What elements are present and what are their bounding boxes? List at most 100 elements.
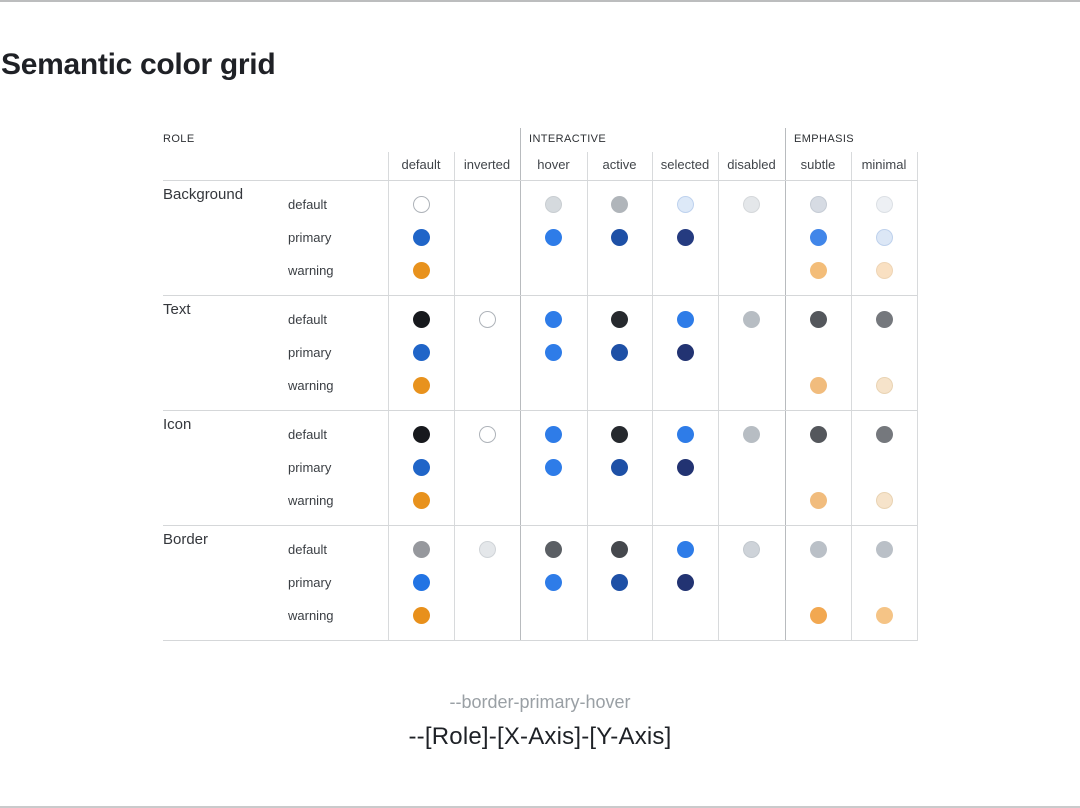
row-separator-line <box>163 525 917 526</box>
column-header-default: default <box>401 157 441 172</box>
dot-text-primary-hover <box>545 344 562 361</box>
dot-text-default-default <box>412 311 430 328</box>
column-header-inverted: inverted <box>463 157 511 172</box>
caption-formula: --[Role]-[X-Axis]-[Y-Axis] <box>408 723 672 750</box>
variant-label-default: default <box>288 197 328 212</box>
variant-label-warning: warning <box>288 263 334 278</box>
dot-icon-default-minimal <box>875 426 893 443</box>
dot-background-primary-default <box>412 229 430 246</box>
dot-background-default-disabled <box>743 196 760 213</box>
dot-border-default-active <box>611 541 628 558</box>
column-header-selected: selected <box>660 157 710 172</box>
dot-background-default-selected <box>676 196 694 213</box>
dot-text-warning-default <box>412 377 430 394</box>
dot-border-primary-active <box>611 574 628 591</box>
dot-background-default-active <box>611 196 628 213</box>
dot-text-primary-default <box>412 344 430 361</box>
column-header-active: active <box>602 157 637 172</box>
dot-text-primary-active <box>611 344 628 361</box>
dot-border-primary-hover <box>545 574 562 591</box>
variant-label-warning: warning <box>288 493 334 508</box>
variant-label-warning: warning <box>288 378 334 393</box>
dot-icon-default-subtle <box>809 426 827 443</box>
column-header-disabled: disabled <box>727 157 776 172</box>
dot-background-default-subtle <box>809 196 827 213</box>
dot-text-warning-subtle <box>809 377 827 394</box>
dot-border-default-subtle <box>809 541 827 558</box>
role-label-icon: Icon <box>163 416 192 433</box>
top-rule <box>0 0 1080 2</box>
row-separator-line <box>163 180 917 181</box>
dot-text-default-inverted <box>478 311 496 328</box>
column-separator-line <box>851 152 852 641</box>
dot-icon-warning-default <box>412 492 430 509</box>
dot-icon-default-disabled <box>743 426 760 443</box>
dot-icon-warning-minimal <box>875 492 893 509</box>
dot-icon-default-inverted <box>478 426 496 443</box>
dot-background-primary-hover <box>545 229 562 246</box>
dot-border-default-minimal <box>875 541 893 558</box>
dot-border-default-default <box>412 541 430 558</box>
group-label-interactive: INTERACTIVE <box>529 133 607 145</box>
column-separator-line <box>718 152 719 641</box>
dot-icon-primary-selected <box>676 459 694 476</box>
dot-icon-default-active <box>611 426 628 443</box>
dot-icon-default-hover <box>545 426 562 443</box>
dot-text-default-subtle <box>809 311 827 328</box>
dot-border-primary-default <box>412 574 430 591</box>
dot-background-primary-minimal <box>875 229 893 246</box>
dot-background-warning-default <box>412 262 430 279</box>
dot-background-warning-minimal <box>875 262 893 279</box>
column-header-minimal: minimal <box>861 157 907 172</box>
column-header-hover: hover <box>537 157 570 172</box>
dot-text-primary-selected <box>676 344 694 361</box>
dot-text-default-hover <box>545 311 562 328</box>
dot-icon-default-default <box>412 426 430 443</box>
dot-icon-primary-active <box>611 459 628 476</box>
column-separator-line <box>388 152 389 641</box>
dot-border-warning-subtle <box>809 607 827 624</box>
dot-border-warning-minimal <box>875 607 893 624</box>
dot-icon-primary-default <box>412 459 430 476</box>
dot-background-default-default <box>412 196 430 213</box>
column-header-subtle: subtle <box>800 157 836 172</box>
dot-background-primary-active <box>611 229 628 246</box>
dot-text-default-active <box>611 311 628 328</box>
color-grid: ROLE INTERACTIVE EMPHASIS default inverte… <box>163 128 918 641</box>
dot-text-default-disabled <box>743 311 760 328</box>
row-separator-line <box>163 295 917 296</box>
dot-border-default-selected <box>676 541 694 558</box>
dot-background-default-minimal <box>875 196 893 213</box>
role-label-border: Border <box>163 531 209 548</box>
bottom-rule <box>0 806 1080 808</box>
variant-label-primary: primary <box>288 575 332 590</box>
dot-border-warning-default <box>412 607 430 624</box>
group-separator-line <box>520 128 521 641</box>
variant-label-primary: primary <box>288 345 332 360</box>
dot-background-default-hover <box>545 196 562 213</box>
dot-background-primary-subtle <box>809 229 827 246</box>
dot-text-default-selected <box>676 311 694 328</box>
variant-label-primary: primary <box>288 460 332 475</box>
role-label-text: Text <box>163 301 191 318</box>
dot-border-default-hover <box>545 541 562 558</box>
dot-icon-default-selected <box>676 426 694 443</box>
role-label-background: Background <box>163 186 244 203</box>
variant-label-default: default <box>288 312 328 327</box>
dot-text-default-minimal <box>875 311 893 328</box>
dot-icon-primary-hover <box>545 459 562 476</box>
variant-label-warning: warning <box>288 608 334 623</box>
column-separator-line <box>652 152 653 641</box>
page-title: Semantic color grid <box>1 48 276 81</box>
caption-example: --border-primary-hover <box>449 692 631 712</box>
group-separator-line <box>785 128 786 641</box>
dot-background-warning-subtle <box>809 262 827 279</box>
role-header: ROLE <box>163 133 195 145</box>
variant-label-default: default <box>288 542 328 557</box>
column-separator-line <box>917 152 918 641</box>
dot-text-warning-minimal <box>875 377 893 394</box>
dot-border-default-inverted <box>478 541 496 558</box>
group-label-emphasis: EMPHASIS <box>794 133 855 145</box>
variant-label-primary: primary <box>288 230 332 245</box>
